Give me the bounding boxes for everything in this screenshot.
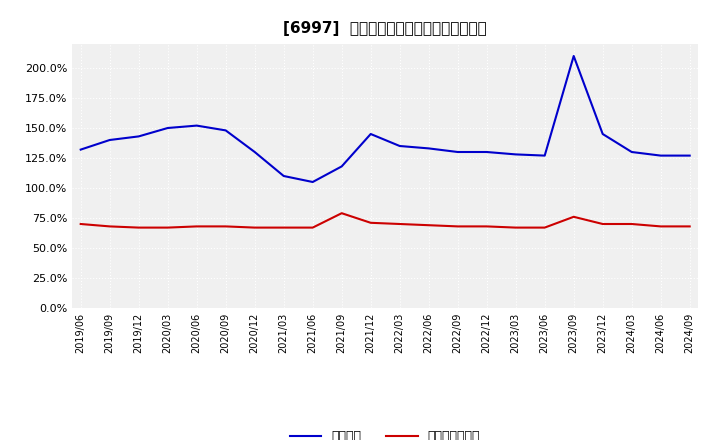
Line: 固定比率: 固定比率 <box>81 56 690 182</box>
固定比率 <box>454 149 462 154</box>
固定比率 <box>163 125 172 131</box>
固定長期適合率 <box>541 225 549 230</box>
固定長期適合率 <box>657 224 665 229</box>
固定比率 <box>511 152 520 157</box>
固定長期適合率 <box>598 221 607 227</box>
固定長期適合率 <box>627 221 636 227</box>
Legend: 固定比率, 固定長期適合率: 固定比率, 固定長期適合率 <box>285 425 485 440</box>
固定長期適合率 <box>105 224 114 229</box>
固定比率 <box>570 53 578 59</box>
固定比率 <box>482 149 491 154</box>
固定比率 <box>338 164 346 169</box>
固定比率 <box>395 143 404 149</box>
固定長期適合率 <box>192 224 201 229</box>
固定比率 <box>627 149 636 154</box>
固定長期適合率 <box>135 225 143 230</box>
固定比率 <box>76 147 85 152</box>
固定長期適合率 <box>424 223 433 228</box>
固定比率 <box>192 123 201 128</box>
固定長期適合率 <box>76 221 85 227</box>
固定長期適合率 <box>251 225 259 230</box>
固定長期適合率 <box>221 224 230 229</box>
固定比率 <box>657 153 665 158</box>
固定長期適合率 <box>482 224 491 229</box>
固定比率 <box>541 153 549 158</box>
固定比率 <box>135 134 143 139</box>
固定長期適合率 <box>163 225 172 230</box>
固定長期適合率 <box>308 225 317 230</box>
固定長期適合率 <box>454 224 462 229</box>
固定長期適合率 <box>685 224 694 229</box>
固定長期適合率 <box>511 225 520 230</box>
固定長期適合率 <box>338 211 346 216</box>
Title: [6997]  固定比率、固定長期適合率の推移: [6997] 固定比率、固定長期適合率の推移 <box>284 21 487 36</box>
固定比率 <box>424 146 433 151</box>
固定長期適合率 <box>279 225 288 230</box>
固定比率 <box>221 128 230 133</box>
固定比率 <box>598 132 607 137</box>
固定比率 <box>251 149 259 154</box>
固定比率 <box>105 137 114 143</box>
固定長期適合率 <box>366 220 375 225</box>
固定長期適合率 <box>395 221 404 227</box>
固定比率 <box>279 173 288 179</box>
固定比率 <box>308 180 317 185</box>
固定長期適合率 <box>570 214 578 220</box>
固定比率 <box>366 132 375 137</box>
固定比率 <box>685 153 694 158</box>
Line: 固定長期適合率: 固定長期適合率 <box>81 213 690 227</box>
